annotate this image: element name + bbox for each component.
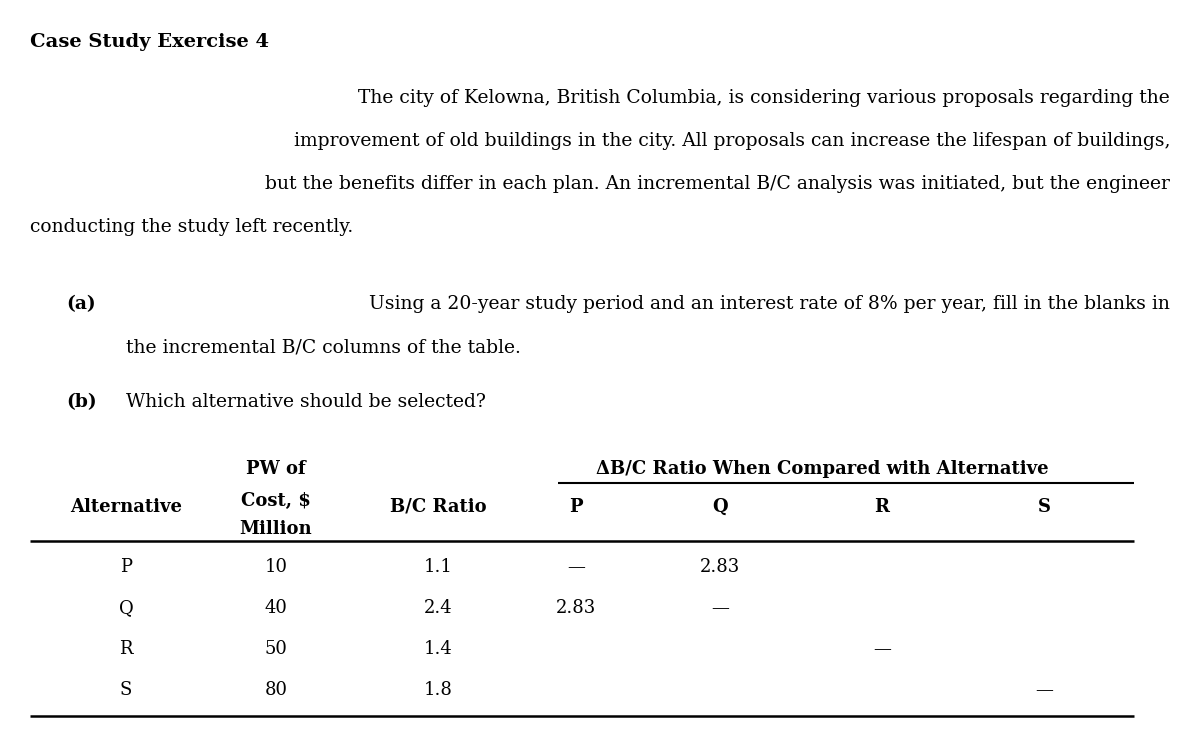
Text: B/C Ratio: B/C Ratio: [390, 498, 486, 516]
Text: —: —: [712, 599, 728, 617]
Text: P: P: [120, 558, 132, 576]
Text: 1.8: 1.8: [424, 681, 452, 698]
Text: improvement of old buildings in the city. All proposals can increase the lifespa: improvement of old buildings in the city…: [294, 132, 1170, 150]
Text: Which alternative should be selected?: Which alternative should be selected?: [126, 394, 486, 412]
Text: The city of Kelowna, British Columbia, is considering various proposals regardin: The city of Kelowna, British Columbia, i…: [359, 89, 1170, 107]
Text: Q: Q: [712, 498, 728, 516]
Text: Million: Million: [240, 520, 312, 538]
Text: 2.83: 2.83: [700, 558, 740, 576]
Text: 1.1: 1.1: [424, 558, 452, 576]
Text: but the benefits differ in each plan. An incremental B/C analysis was initiated,: but the benefits differ in each plan. An…: [265, 175, 1170, 193]
Text: Case Study Exercise 4: Case Study Exercise 4: [30, 33, 269, 51]
Text: PW of: PW of: [246, 461, 306, 478]
Text: —: —: [874, 640, 890, 658]
Text: R: R: [119, 640, 133, 658]
Text: 80: 80: [264, 681, 288, 698]
Text: 2.83: 2.83: [556, 599, 596, 617]
Text: Alternative: Alternative: [70, 498, 182, 516]
Text: —: —: [568, 558, 584, 576]
Text: conducting the study left recently.: conducting the study left recently.: [30, 218, 353, 236]
Text: (b): (b): [66, 394, 97, 412]
Text: 40: 40: [264, 599, 288, 617]
Text: 50: 50: [264, 640, 288, 658]
Text: —: —: [1036, 681, 1052, 698]
Text: 1.4: 1.4: [424, 640, 452, 658]
Text: Using a 20-year study period and an interest rate of 8% per year, fill in the bl: Using a 20-year study period and an inte…: [370, 295, 1170, 313]
Text: P: P: [569, 498, 583, 516]
Text: (a): (a): [66, 295, 96, 313]
Text: S: S: [1038, 498, 1050, 516]
Text: Cost, $: Cost, $: [241, 492, 311, 510]
Text: ΔB/C Ratio When Compared with Alternative: ΔB/C Ratio When Compared with Alternativ…: [595, 461, 1049, 478]
Text: R: R: [875, 498, 889, 516]
Text: Q: Q: [119, 599, 133, 617]
Text: 2.4: 2.4: [424, 599, 452, 617]
Text: 10: 10: [264, 558, 288, 576]
Text: the incremental B/C columns of the table.: the incremental B/C columns of the table…: [126, 338, 521, 356]
Text: S: S: [120, 681, 132, 698]
